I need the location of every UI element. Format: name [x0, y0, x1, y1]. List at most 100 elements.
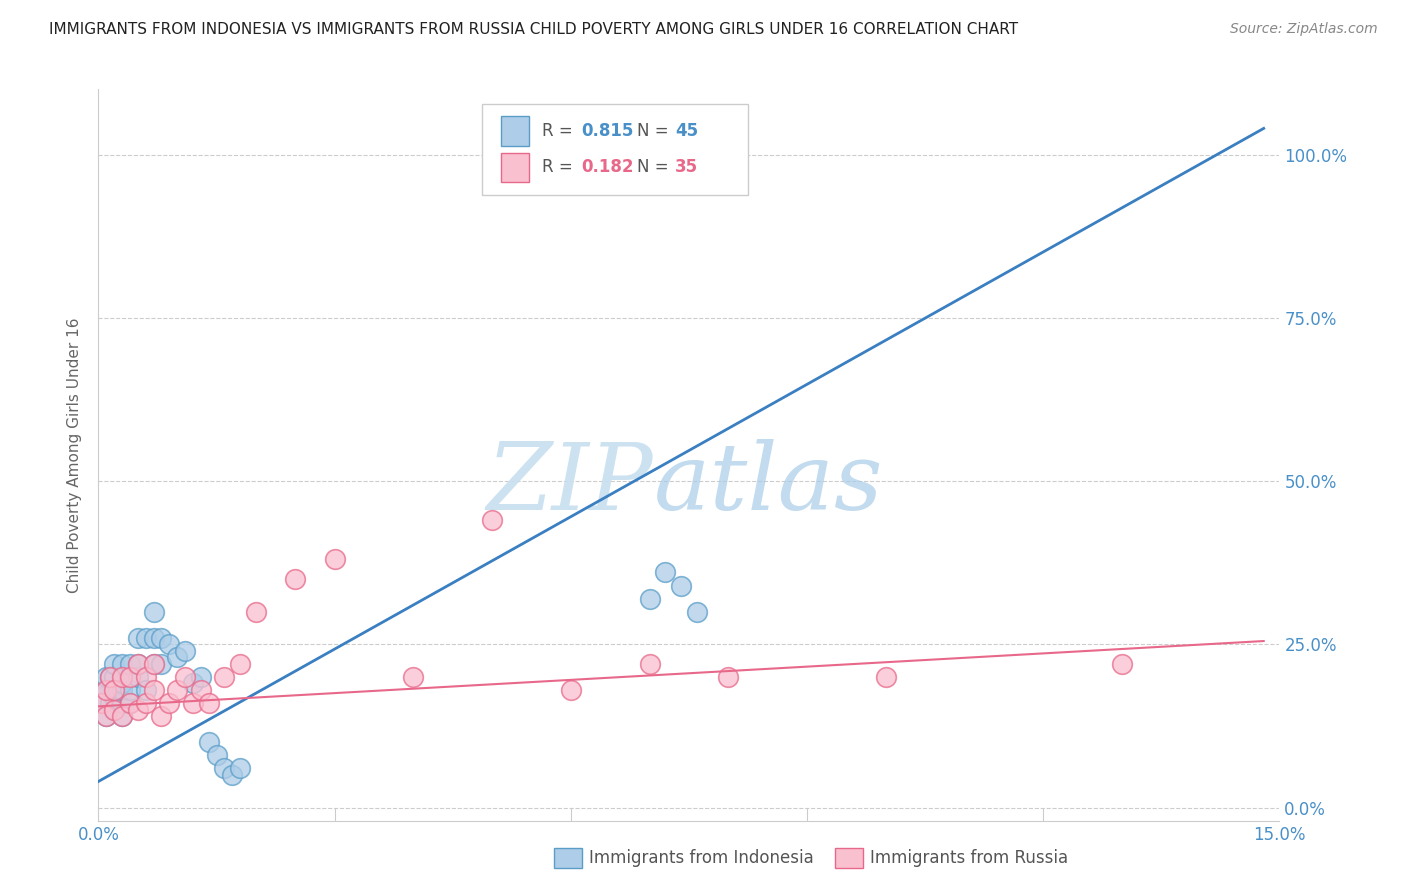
Text: R =: R = [543, 159, 578, 177]
Point [166, 650, 188, 665]
Point [174, 644, 197, 658]
Point [118, 696, 141, 710]
Point [103, 703, 125, 717]
Point [481, 513, 503, 527]
Point [669, 578, 692, 592]
Point [221, 768, 243, 782]
Point [1111, 657, 1133, 671]
Point [560, 147, 582, 161]
Point [142, 631, 165, 645]
Point [91, 696, 114, 710]
Point [135, 670, 157, 684]
Text: 35: 35 [675, 159, 697, 177]
Point [118, 657, 141, 671]
Point [686, 605, 709, 619]
Point [96, 683, 118, 698]
Point [111, 676, 134, 690]
Point [111, 670, 134, 684]
Point [107, 683, 129, 698]
Point [181, 676, 204, 690]
Point [96, 709, 118, 723]
Point [111, 709, 134, 723]
Point [142, 605, 165, 619]
Point [875, 670, 897, 684]
Point [111, 683, 134, 698]
Point [717, 670, 740, 684]
Point [96, 683, 118, 698]
Point [103, 657, 125, 671]
Point [103, 670, 125, 684]
Point [127, 657, 149, 671]
Text: N =: N = [637, 122, 673, 140]
Text: Source: ZipAtlas.com: Source: ZipAtlas.com [1230, 22, 1378, 37]
Point [181, 696, 204, 710]
Text: N =: N = [637, 159, 673, 177]
Point [96, 709, 118, 723]
Point [135, 683, 157, 698]
Point [638, 657, 661, 671]
Point [91, 690, 114, 704]
Point [654, 566, 676, 580]
Point [560, 683, 582, 698]
Point [174, 670, 197, 684]
Text: 0.182: 0.182 [582, 159, 634, 177]
Text: ZIP: ZIP [486, 439, 654, 529]
Point [96, 670, 118, 684]
Point [118, 696, 141, 710]
Point [98, 670, 121, 684]
Point [575, 147, 598, 161]
Point [229, 657, 252, 671]
Point [127, 657, 149, 671]
Point [157, 696, 180, 710]
Point [150, 631, 173, 645]
Point [127, 631, 149, 645]
Point [142, 657, 165, 671]
Point [190, 670, 212, 684]
FancyBboxPatch shape [501, 153, 530, 182]
Point [284, 572, 307, 586]
Point [111, 696, 134, 710]
Point [118, 670, 141, 684]
Point [166, 683, 188, 698]
Y-axis label: Child Poverty Among Girls Under 16: Child Poverty Among Girls Under 16 [67, 318, 83, 592]
Point [111, 657, 134, 671]
FancyBboxPatch shape [835, 848, 863, 868]
Point [142, 683, 165, 698]
Point [135, 696, 157, 710]
Point [103, 703, 125, 717]
Point [323, 552, 346, 566]
Point [98, 670, 121, 684]
Point [638, 591, 661, 606]
Text: R =: R = [543, 122, 578, 140]
Point [190, 683, 212, 698]
FancyBboxPatch shape [554, 848, 582, 868]
FancyBboxPatch shape [482, 103, 748, 195]
Text: 0.815: 0.815 [582, 122, 634, 140]
Point [214, 670, 236, 684]
Point [197, 735, 219, 749]
Point [127, 703, 149, 717]
Point [150, 657, 173, 671]
Point [245, 605, 267, 619]
Point [103, 683, 125, 698]
Point [111, 709, 134, 723]
Text: IMMIGRANTS FROM INDONESIA VS IMMIGRANTS FROM RUSSIA CHILD POVERTY AMONG GIRLS UN: IMMIGRANTS FROM INDONESIA VS IMMIGRANTS … [49, 22, 1018, 37]
Point [127, 670, 149, 684]
FancyBboxPatch shape [501, 116, 530, 145]
Point [98, 696, 121, 710]
Point [197, 696, 219, 710]
Point [157, 637, 180, 651]
Point [402, 670, 425, 684]
Point [142, 657, 165, 671]
Point [214, 761, 236, 775]
Text: Immigrants from Indonesia: Immigrants from Indonesia [589, 849, 814, 867]
Point [118, 683, 141, 698]
Point [229, 761, 252, 775]
Point [135, 631, 157, 645]
Text: Immigrants from Russia: Immigrants from Russia [870, 849, 1069, 867]
Text: atlas: atlas [654, 439, 883, 529]
Text: 45: 45 [675, 122, 697, 140]
Point [205, 748, 228, 763]
Point [150, 709, 173, 723]
Point [103, 690, 125, 704]
